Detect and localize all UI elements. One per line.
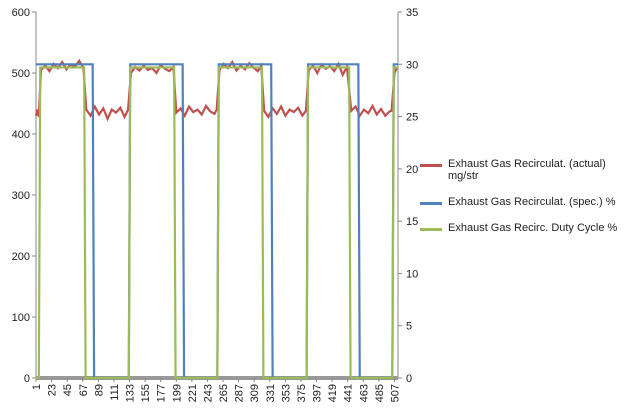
- x-tick-label: 67: [78, 384, 90, 396]
- y2-tick-label: 35: [406, 7, 418, 19]
- y2-tick-label: 10: [406, 268, 418, 280]
- x-tick-label: 441: [343, 384, 355, 402]
- series-line: [34, 58, 399, 122]
- y-tick-label: 300: [12, 190, 30, 202]
- x-tick-label: 375: [296, 384, 308, 402]
- y2-tick-label: 25: [406, 112, 418, 124]
- x-tick-label: 155: [140, 384, 152, 402]
- x-tick-label: 309: [249, 384, 261, 402]
- x-tick-label: 221: [187, 384, 199, 402]
- y2-tick-label: 0: [406, 373, 412, 385]
- y-tick-label: 600: [12, 7, 30, 19]
- x-tick-label: 177: [156, 384, 168, 402]
- x-tick-label: 89: [93, 384, 105, 396]
- x-tick-label: 353: [280, 384, 292, 402]
- y-tick-label: 100: [12, 312, 30, 324]
- legend-swatch: [420, 228, 442, 231]
- x-tick-label: 45: [62, 384, 74, 396]
- y2-tick-label: 5: [406, 321, 412, 333]
- y-tick-label: 0: [24, 373, 30, 385]
- x-tick-label: 265: [218, 384, 230, 402]
- x-tick-label: 485: [374, 384, 386, 402]
- x-tick-label: 243: [202, 384, 214, 402]
- x-tick-label: 287: [234, 384, 246, 402]
- y-tick-label: 400: [12, 129, 30, 141]
- x-tick-label: 507: [389, 384, 401, 402]
- y-tick-label: 200: [12, 251, 30, 263]
- legend-swatch: [420, 164, 442, 167]
- legend-swatch: [420, 202, 442, 205]
- y2-tick-label: 30: [406, 59, 418, 71]
- legend: Exhaust Gas Recirculat. (actual) mg/str E…: [420, 158, 635, 248]
- y-tick-label: 500: [12, 68, 30, 80]
- legend-label: Exhaust Gas Recirculat. (actual) mg/str: [448, 158, 606, 182]
- legend-label: Exhaust Gas Recirc. Duty Cycle %: [448, 222, 618, 234]
- x-tick-label: 111: [109, 384, 121, 401]
- x-tick-label: 397: [312, 384, 324, 402]
- x-tick-label: 331: [265, 384, 277, 402]
- legend-label: Exhaust Gas Recirculat. (spec.) %: [448, 196, 616, 208]
- legend-item: Exhaust Gas Recirculat. (spec.) %: [420, 196, 635, 208]
- x-tick-label: 1: [31, 384, 43, 390]
- x-tick-label: 133: [125, 384, 137, 402]
- series-line: [36, 66, 398, 380]
- x-tick-label: 419: [327, 384, 339, 402]
- legend-item: Exhaust Gas Recirculat. (actual) mg/str: [420, 158, 635, 182]
- x-tick-label: 23: [47, 384, 59, 396]
- x-tick-label: 199: [171, 384, 183, 402]
- x-tick-label: 463: [358, 384, 370, 402]
- y2-tick-label: 15: [406, 216, 418, 228]
- legend-item: Exhaust Gas Recirc. Duty Cycle %: [420, 222, 635, 234]
- y2-tick-label: 20: [406, 164, 418, 176]
